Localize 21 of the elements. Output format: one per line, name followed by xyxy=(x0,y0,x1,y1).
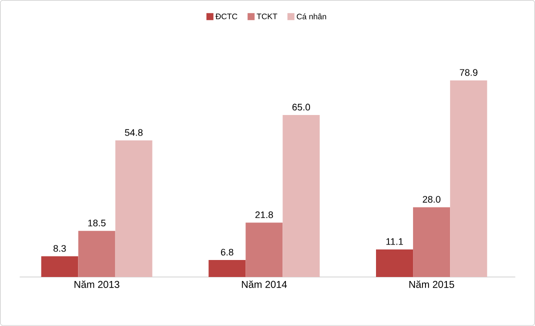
data-label: 6.8 xyxy=(221,248,234,256)
data-label: 78.9 xyxy=(460,69,478,76)
bar xyxy=(376,249,414,278)
bar xyxy=(450,80,488,278)
data-label: 28.0 xyxy=(422,196,440,203)
bar xyxy=(246,222,283,278)
data-label: 65.0 xyxy=(292,104,310,111)
bar xyxy=(78,231,116,278)
data-label: 11.1 xyxy=(386,238,403,245)
data-label: 54.8 xyxy=(124,129,143,136)
data-label: 18.5 xyxy=(88,220,106,226)
bar xyxy=(413,207,450,278)
data-label: 8.3 xyxy=(54,245,66,252)
x-tick-label: Năm 2014 xyxy=(242,280,287,288)
data-label: 21.8 xyxy=(255,212,273,218)
x-tick-label: Năm 2013 xyxy=(74,280,120,288)
bar xyxy=(115,140,152,278)
bar xyxy=(208,260,246,278)
x-tick-label: Năm 2015 xyxy=(409,280,454,288)
bar xyxy=(282,115,320,278)
bar xyxy=(41,256,78,278)
